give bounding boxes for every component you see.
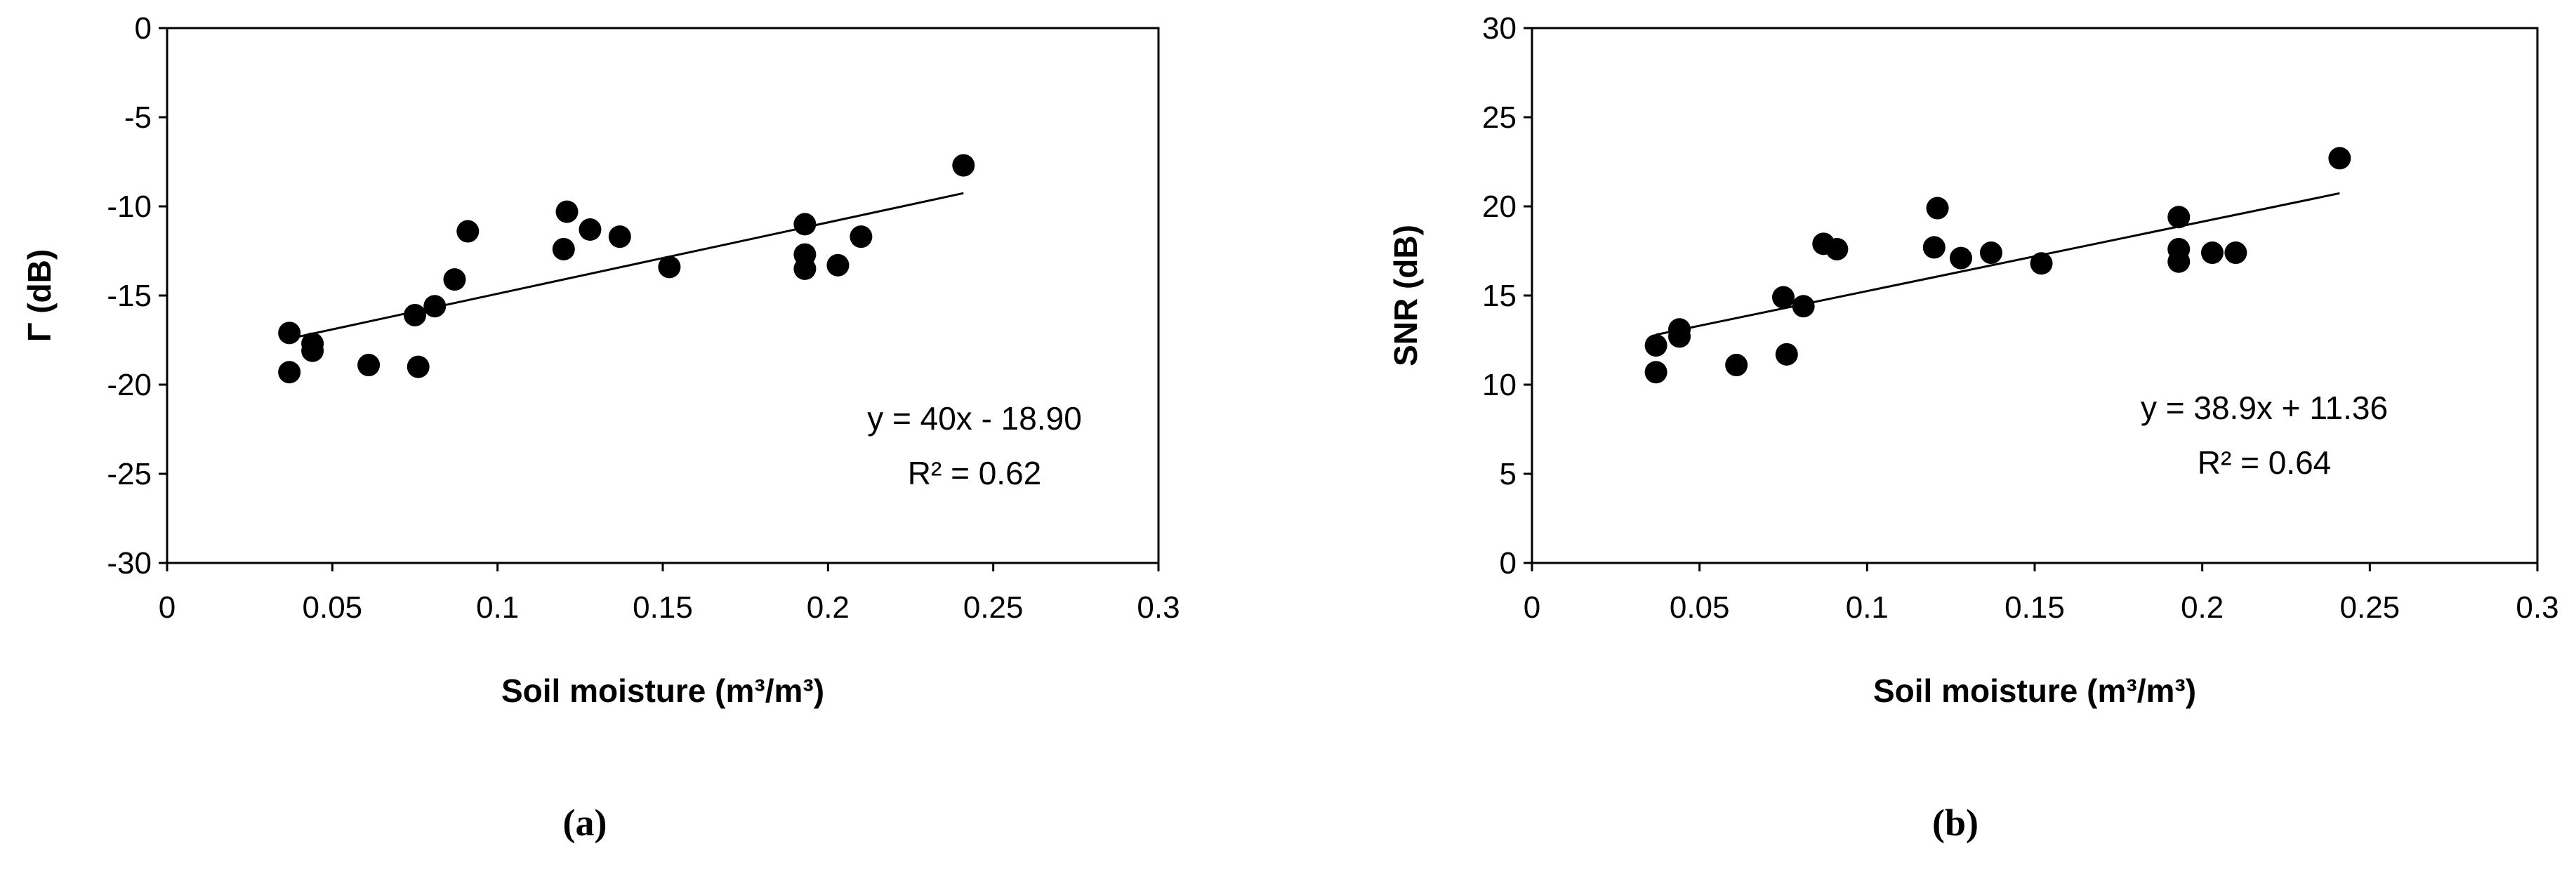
data-point	[278, 361, 301, 384]
tick-labels-a: -30 -25 -20 -15 -10 -5 0 0 0.05 0.1 0.15 0.2 0.25 0.3	[107, 11, 1180, 625]
data-point	[850, 225, 873, 248]
equation-label-a: y = 40x - 18.90	[867, 400, 1082, 437]
data-point	[555, 200, 579, 223]
data-point	[1979, 241, 2002, 265]
data-point	[357, 354, 381, 377]
trendline-b	[1656, 192, 2340, 336]
x-tick-label: 0.25	[963, 590, 1024, 625]
y-axis-title-a: Γ (dB)	[21, 249, 58, 342]
x-axis-title-b: Soil moisture (m³/m³)	[1873, 672, 2196, 709]
data-point	[407, 355, 430, 378]
trendline-group-b	[1656, 192, 2340, 336]
data-point	[793, 257, 817, 280]
x-tick-label: 0	[159, 590, 176, 625]
x-tick-label: 0.25	[2340, 590, 2400, 625]
x-axis-title-a: Soil moisture (m³/m³)	[501, 672, 824, 709]
y-axis-ticks-b	[1524, 27, 1532, 564]
data-point	[552, 237, 575, 260]
data-points-b	[1644, 147, 2351, 384]
data-point	[952, 154, 975, 177]
data-point	[1825, 237, 1849, 260]
y-tick-label: -15	[107, 279, 152, 313]
data-point	[443, 268, 466, 291]
equation-label-b: y = 38.9x + 11.36	[2141, 390, 2388, 426]
x-tick-label: 0.1	[1846, 590, 1889, 625]
x-tick-label: 0	[1524, 590, 1540, 625]
tick-labels-b: 0 5 10 15 20 25 30 0 0.05 0.1 0.15 0.2 0.25 0.3	[1482, 11, 2559, 625]
plot-area-b	[1531, 27, 2539, 564]
data-point	[826, 253, 850, 277]
data-point	[404, 303, 426, 326]
y-axis-ticks-a	[159, 27, 167, 564]
x-tick-label: 0.1	[476, 590, 519, 625]
data-point	[301, 339, 324, 362]
x-tick-label: 0.3	[1137, 590, 1180, 625]
data-point	[579, 218, 602, 241]
y-axis-title-b: SNR (dB)	[1387, 225, 1424, 366]
data-point	[608, 225, 631, 248]
y-tick-label: 20	[1482, 190, 1517, 224]
y-tick-label: -25	[107, 457, 152, 491]
x-tick-label: 0.3	[2516, 590, 2558, 625]
y-tick-label: 30	[1482, 11, 1517, 46]
data-point	[2224, 241, 2247, 265]
data-point	[1644, 334, 1667, 357]
data-point	[1949, 246, 1972, 270]
panel-label-b: (b)	[1932, 802, 1979, 844]
data-point	[456, 220, 480, 243]
data-points-a	[278, 154, 975, 384]
data-point	[2167, 206, 2191, 229]
trendline-a	[289, 192, 964, 340]
panel-label-a: (a)	[563, 802, 607, 844]
chart-panel-a: -30 -25 -20 -15 -10 -5 0 0 0.05 0.1 0.15 0.2 0.25 0.3…	[21, 11, 1180, 844]
x-axis-ticks-a	[166, 563, 1160, 571]
y-tick-label: 10	[1482, 368, 1517, 402]
y-tick-label: -30	[107, 546, 152, 581]
data-point	[1922, 236, 1946, 259]
y-tick-label: 5	[1500, 457, 1517, 491]
data-point	[1644, 361, 1667, 384]
data-point	[1792, 295, 1815, 318]
r-squared-label-a: R² = 0.62	[908, 455, 1042, 491]
data-point	[1725, 354, 1748, 377]
trendline-group-a	[289, 192, 964, 340]
data-point	[1775, 343, 1798, 366]
x-tick-label: 0.05	[303, 590, 363, 625]
data-point	[1668, 325, 1691, 348]
x-tick-label: 0.05	[1670, 590, 1730, 625]
r-squared-label-b: R² = 0.64	[2198, 444, 2332, 481]
plot-area-a	[166, 27, 1160, 564]
data-point	[658, 256, 681, 279]
y-tick-label: 15	[1482, 279, 1517, 313]
y-tick-label: -10	[107, 190, 152, 224]
x-tick-label: 0.2	[807, 590, 850, 625]
y-tick-label: 0	[135, 11, 152, 46]
data-point	[2328, 147, 2351, 170]
y-tick-label: -20	[107, 368, 152, 402]
data-point	[2030, 252, 2053, 275]
data-point	[423, 295, 447, 318]
data-point	[278, 321, 301, 345]
x-tick-label: 0.15	[633, 590, 693, 625]
x-tick-label: 0.15	[2004, 590, 2065, 625]
data-point	[1926, 197, 1949, 220]
data-point	[793, 213, 817, 236]
data-point	[2167, 250, 2191, 273]
x-axis-ticks-b	[1531, 563, 2539, 571]
data-point	[2200, 241, 2224, 265]
chart-panel-b: 0 5 10 15 20 25 30 0 0.05 0.1 0.15 0.2 0.25 0.3 Soil …	[1387, 11, 2559, 844]
y-tick-label: 0	[1500, 546, 1517, 581]
data-point	[1772, 286, 1795, 309]
y-tick-label: -5	[124, 100, 152, 135]
x-tick-label: 0.2	[2181, 590, 2224, 625]
y-tick-label: 25	[1482, 100, 1517, 135]
